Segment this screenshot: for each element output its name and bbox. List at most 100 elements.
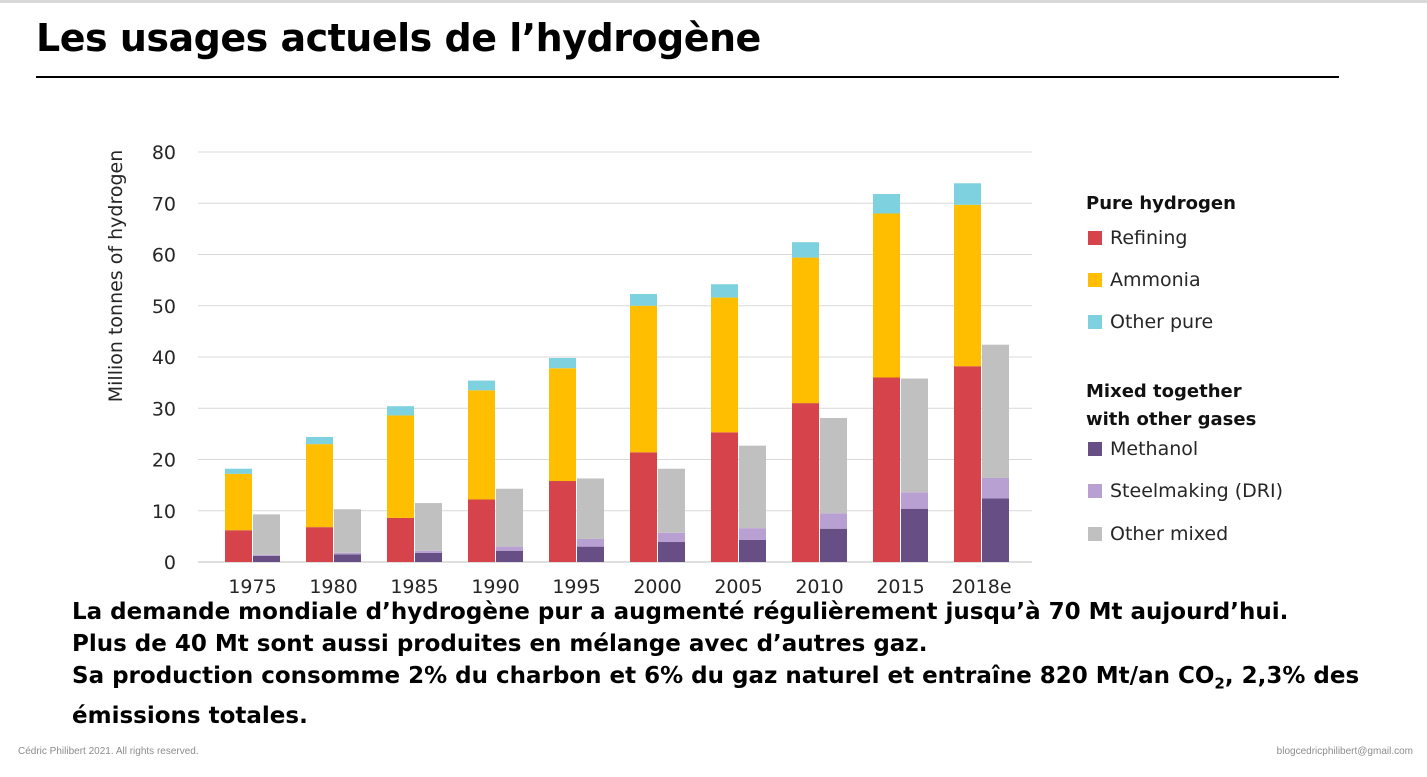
stacked-bar-chart: 0 10 20 30 40 50 60 70 80 1975 1980 1985 1990 1995 20… (105, 142, 1032, 598)
bar-segment-refining (630, 452, 657, 562)
x-tick-label: 1995 (552, 576, 600, 598)
legend-item-other-pure: Other pure (1088, 311, 1214, 333)
bar-segment-other-mixed (496, 488, 523, 547)
legend-label-other-pure: Other pure (1110, 311, 1214, 333)
legend-item-steelmaking: Steelmaking (DRI) (1088, 480, 1284, 502)
title-underline (36, 76, 1339, 78)
bar-segment-methanol (739, 539, 766, 562)
legend-label-steelmaking: Steelmaking (DRI) (1110, 480, 1284, 502)
bar-segment-steelmaking-dri (820, 513, 847, 529)
bar-segment-other-mixed (901, 378, 928, 493)
bar-segment-refining (225, 530, 252, 562)
bar-segment-other-mixed (577, 478, 604, 539)
bar-segment-refining (468, 499, 495, 562)
x-tick-label: 1985 (390, 576, 438, 598)
legend-swatch-ammonia (1088, 273, 1102, 287)
y-axis-label: Million tonnes of hydrogen (105, 150, 127, 403)
bar-segment-other-pure (306, 436, 333, 445)
legend-label-refining: Refining (1110, 227, 1188, 249)
x-tick-label: 1990 (471, 576, 519, 598)
legend-label-methanol: Methanol (1110, 438, 1199, 460)
bars (225, 183, 1009, 562)
bar-segment-other-mixed (415, 503, 442, 551)
bar-segment-other-mixed (739, 445, 766, 529)
bar-segment-ammonia (225, 473, 252, 531)
legend-item-other-mixed: Other mixed (1088, 523, 1229, 545)
legend-swatch-other-pure (1088, 315, 1102, 329)
bar-segment-other-mixed (982, 344, 1009, 478)
y-tick-label: 20 (152, 450, 176, 472)
bar-segment-other-pure (387, 406, 414, 416)
bar-segment-steelmaking-dri (658, 532, 685, 543)
x-tick-label: 2018e (951, 576, 1011, 598)
y-tick-label: 0 (164, 552, 176, 574)
bar-segment-refining (792, 403, 819, 562)
bar-segment-ammonia (306, 444, 333, 528)
legend-item-refining: Refining (1088, 227, 1188, 249)
x-tick-label: 2000 (633, 576, 681, 598)
bar-segment-ammonia (873, 213, 900, 378)
legend-swatch-steelmaking (1088, 484, 1102, 498)
y-tick-label: 60 (152, 245, 176, 267)
legend-label-ammonia: Ammonia (1110, 269, 1201, 291)
legend-heading-pure: Pure hydrogen (1086, 193, 1236, 214)
bar-segment-steelmaking-dri (982, 477, 1009, 499)
bar-segment-refining (711, 432, 738, 562)
bar-segment-refining (306, 527, 333, 562)
legend-item-ammonia: Ammonia (1088, 269, 1201, 291)
bar-segment-other-pure (873, 194, 900, 214)
bar-segment-ammonia (549, 368, 576, 482)
bar-segment-other-pure (549, 358, 576, 369)
legend-label-other-mixed: Other mixed (1110, 523, 1229, 545)
bar-segment-ammonia (792, 257, 819, 404)
y-tick-label: 70 (152, 193, 176, 215)
bar-segment-refining (954, 366, 981, 562)
bar-segment-steelmaking-dri (253, 554, 280, 556)
x-axis-ticks: 1975 1980 1985 1990 1995 2000 2005 2010 2015 2018… (228, 576, 1011, 598)
y-tick-label: 80 (152, 142, 176, 164)
bar-segment-other-pure (630, 293, 657, 306)
bar-segment-steelmaking-dri (739, 528, 766, 540)
bar-segment-ammonia (387, 415, 414, 518)
legend-swatch-methanol (1088, 442, 1102, 456)
bar-segment-other-mixed (334, 509, 361, 553)
top-border-line (0, 0, 1427, 3)
bar-segment-methanol (658, 542, 685, 562)
legend-heading-mixed-line2: with other gases (1086, 409, 1257, 430)
body-line-3-tail: , 2,3% des émissions totales. (72, 663, 1360, 729)
legend-swatch-other-mixed (1088, 527, 1102, 541)
bar-segment-other-mixed (820, 417, 847, 514)
x-tick-label: 2010 (795, 576, 843, 598)
bar-segment-steelmaking-dri (334, 552, 361, 555)
bar-segment-steelmaking-dri (415, 550, 442, 553)
legend-swatch-refining (1088, 231, 1102, 245)
bar-segment-methanol (253, 555, 280, 562)
bar-segment-ammonia (468, 390, 495, 500)
bar-segment-methanol (820, 528, 847, 562)
slide-body-text: La demande mondiale d’hydrogène pur a au… (72, 596, 1372, 732)
x-tick-label: 2005 (714, 576, 762, 598)
bar-segment-other-pure (711, 284, 738, 298)
body-line-3: Sa production consomme 2% du charbon et … (72, 660, 1372, 732)
co2-subscript: 2 (1214, 674, 1225, 693)
legend-heading-mixed-line1: Mixed together (1086, 381, 1242, 402)
bar-segment-refining (387, 517, 414, 562)
footer-email: blogcedricphilibert@gmail.com (1276, 746, 1413, 757)
bar-segment-methanol (415, 552, 442, 562)
y-tick-label: 30 (152, 398, 176, 420)
bar-segment-other-pure (225, 468, 252, 474)
bar-segment-refining (873, 377, 900, 562)
bar-segment-methanol (496, 550, 523, 562)
slide-title: Les usages actuels de l’hydrogène (36, 16, 761, 60)
y-tick-label: 40 (152, 347, 176, 369)
y-tick-label: 50 (152, 296, 176, 318)
bar-segment-other-pure (468, 380, 495, 391)
bar-segment-steelmaking-dri (577, 538, 604, 547)
bar-segment-ammonia (630, 305, 657, 453)
bar-segment-other-mixed (658, 468, 685, 533)
bar-segment-steelmaking-dri (496, 546, 523, 551)
bar-segment-refining (549, 481, 576, 562)
body-line-3-text: Sa production consomme 2% du charbon et … (72, 663, 1215, 689)
bar-segment-methanol (901, 508, 928, 562)
bar-segment-methanol (982, 498, 1009, 562)
